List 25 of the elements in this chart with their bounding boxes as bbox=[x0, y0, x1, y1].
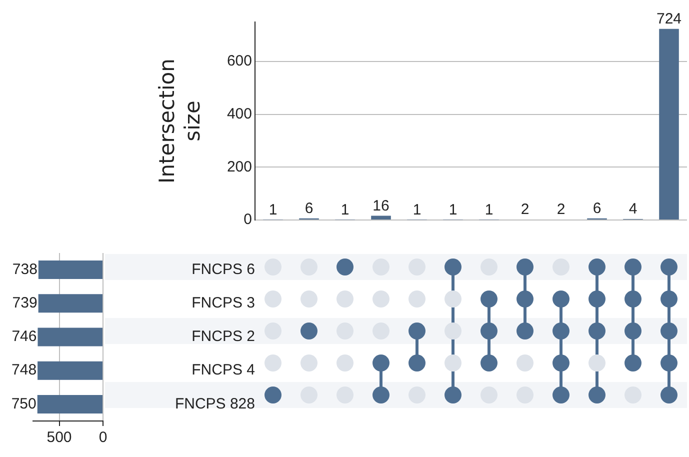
data-label: 1 bbox=[448, 201, 458, 218]
data-label: 1 bbox=[412, 201, 422, 218]
y-tick-label: 200 bbox=[226, 158, 252, 176]
data-label: 16 bbox=[372, 197, 390, 214]
data-label: 1 bbox=[484, 201, 494, 218]
data-label: 1 bbox=[340, 201, 350, 218]
y-tick-label: 400 bbox=[226, 106, 252, 123]
data-label: 738 bbox=[12, 260, 38, 278]
data-label: 746 bbox=[12, 328, 37, 346]
y-axis-title: Intersection size bbox=[155, 58, 204, 184]
data-label: 2 bbox=[520, 201, 530, 218]
data-label: 750 bbox=[11, 395, 36, 412]
bar bbox=[371, 216, 391, 220]
data-label: 724 bbox=[656, 10, 682, 28]
data-label: 6 bbox=[592, 200, 602, 218]
y-tick-label: 0 bbox=[244, 211, 252, 228]
data-label: 4 bbox=[628, 200, 638, 218]
x-tick-label: 500 bbox=[46, 429, 72, 446]
data-label: 2 bbox=[556, 201, 566, 218]
bar bbox=[659, 28, 679, 220]
data-label: 748 bbox=[12, 362, 37, 379]
data-label: 739 bbox=[12, 294, 38, 312]
data-label: 1 bbox=[268, 201, 278, 218]
data-label: 6 bbox=[304, 200, 314, 218]
y-tick-label: 600 bbox=[226, 52, 252, 70]
